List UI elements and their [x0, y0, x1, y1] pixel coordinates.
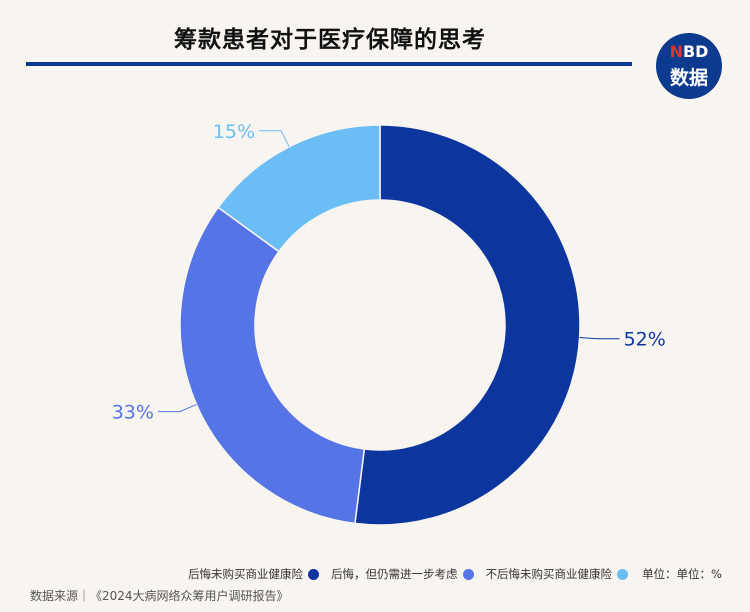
leader-line-1 — [157, 403, 197, 413]
legend-item: 不后悔未购买商业健康险 — [486, 566, 629, 582]
chart-title: 筹款患者对于医疗保障的思考 — [174, 27, 486, 53]
slice-label-2: 15% — [213, 121, 255, 143]
slice-label-1: 33% — [112, 402, 154, 424]
legend-swatch-2 — [617, 568, 629, 580]
legend-label: 不后悔未购买商业健康险 — [485, 567, 613, 581]
data-source: 数据来源｜《2024大病网络众筹用户调研报告》 — [30, 589, 289, 603]
donut-slice-0 — [354, 124, 581, 526]
donut-chart: 52% 33% 15% — [112, 121, 666, 526]
unit-label: 单位：单位：% — [642, 567, 722, 581]
slice-label-0: 52% — [624, 329, 666, 351]
legend-label: 后悔，但仍需进一步考虑 — [331, 567, 458, 581]
chart-legend: 后悔未购买商业健康险 后悔，但仍需进一步考虑 不后悔未购买商业健康险 单位：单位… — [100, 566, 722, 582]
donut-slice-1 — [179, 206, 366, 525]
title-underline — [26, 62, 632, 66]
leader-line-0 — [579, 337, 620, 340]
legend-swatch-0 — [308, 568, 320, 580]
leader-line-2 — [259, 130, 290, 148]
donut-slice-2 — [217, 124, 381, 253]
nbd-logo: NBD 数据 — [656, 33, 722, 99]
legend-label: 后悔未购买商业健康险 — [188, 567, 304, 581]
legend-swatch-1 — [462, 568, 474, 580]
legend-item: 后悔，但仍需进一步考虑 — [331, 566, 474, 582]
legend-item: 后悔未购买商业健康险 — [188, 566, 320, 582]
